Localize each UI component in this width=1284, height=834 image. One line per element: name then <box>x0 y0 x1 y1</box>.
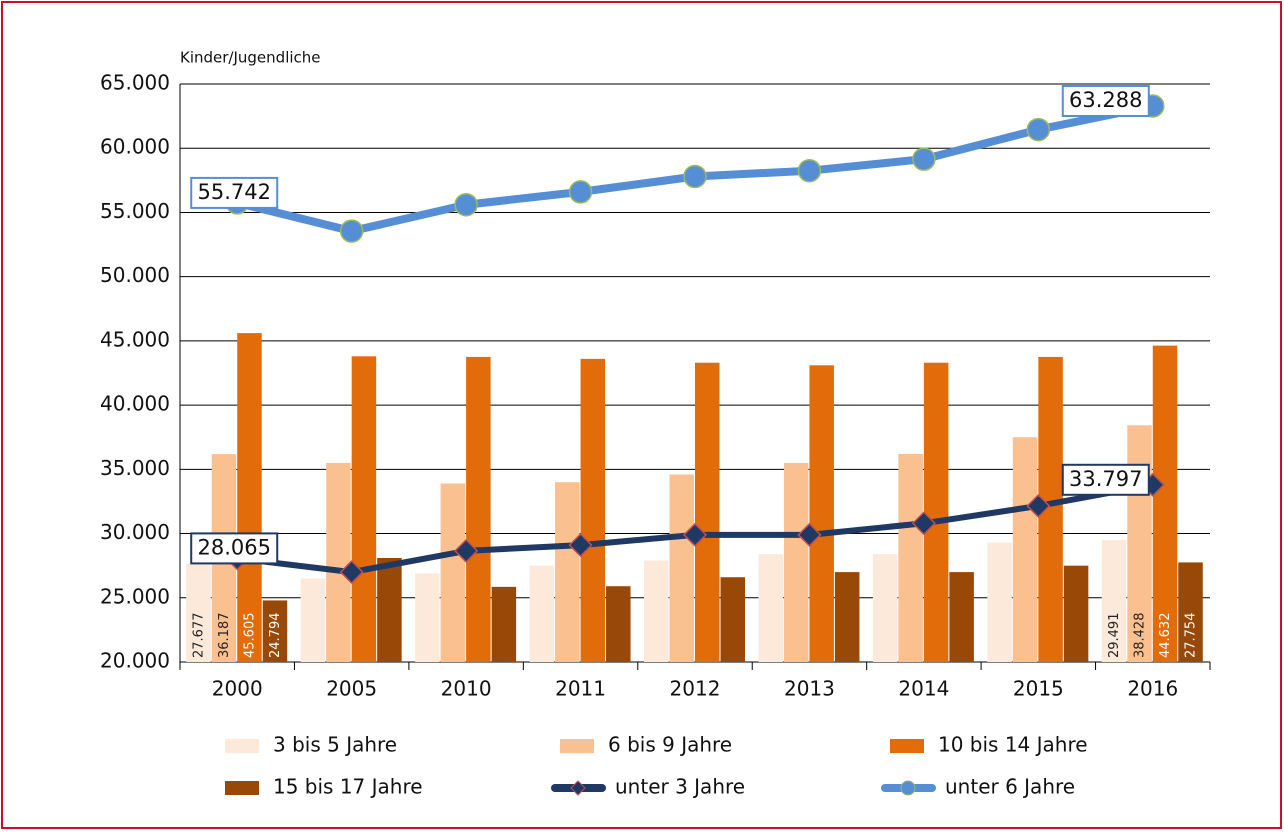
y-tick-label: 60.000 <box>100 135 170 159</box>
x-tick-label: 2011 <box>555 677 606 701</box>
y-tick-label: 40.000 <box>100 392 170 416</box>
bar <box>783 462 809 662</box>
bar <box>262 600 288 662</box>
value-label: 44.632 <box>1158 613 1173 659</box>
value-label: 27.754 <box>1184 613 1199 659</box>
y-axis-label: Kinder/Jugendliche <box>180 49 321 67</box>
bar <box>326 462 351 662</box>
bar <box>186 563 211 662</box>
bar <box>606 586 631 662</box>
legend-marker <box>570 780 586 796</box>
bar <box>758 554 783 662</box>
value-label: 38.428 <box>1133 613 1148 659</box>
legend-label: 3 bis 5 Jahre <box>273 733 397 757</box>
marker <box>682 522 708 547</box>
bar <box>377 557 402 662</box>
bar <box>987 542 1012 662</box>
value-label: 29.491 <box>1107 613 1122 659</box>
legend-label: 10 bis 14 Jahre <box>938 733 1088 757</box>
value-label: 63.288 <box>1069 88 1142 112</box>
y-tick-label: 20.000 <box>100 649 170 673</box>
bar <box>300 578 326 662</box>
bar <box>834 572 860 662</box>
x-tick-label: 2012 <box>670 677 721 701</box>
bar <box>1063 565 1089 662</box>
bar <box>1012 437 1038 662</box>
value-label-box <box>1061 463 1150 496</box>
value-label: 33.797 <box>1069 467 1142 491</box>
y-tick-label: 30.000 <box>100 520 170 544</box>
bar <box>1178 562 1203 662</box>
marker <box>454 538 479 563</box>
legend-label: 15 bis 17 Jahre <box>273 775 423 799</box>
x-tick-label: 2000 <box>212 677 263 701</box>
bar <box>1152 345 1178 662</box>
y-tick-label: 35.000 <box>100 456 170 480</box>
bar <box>809 365 834 662</box>
x-tick-label: 2013 <box>784 677 835 701</box>
x-tick-label: 2014 <box>898 677 949 701</box>
marker <box>339 219 364 243</box>
y-tick-label: 65.000 <box>100 71 170 95</box>
value-label: 28.065 <box>197 535 270 559</box>
y-tick-label: 25.000 <box>100 584 170 608</box>
marker <box>1026 493 1051 519</box>
bar <box>466 356 491 662</box>
legend-label: 6 bis 9 Jahre <box>608 733 732 757</box>
legend-label: unter 3 Jahre <box>615 775 745 799</box>
value-label-box <box>190 176 279 209</box>
value-label: 55.742 <box>197 180 270 204</box>
value-label: 24.794 <box>268 613 283 659</box>
legend-swatch <box>225 739 259 753</box>
marker <box>568 533 593 558</box>
marker <box>797 522 822 547</box>
bar <box>237 333 262 662</box>
bar <box>669 474 694 662</box>
bar <box>580 358 606 662</box>
bar <box>491 586 517 662</box>
legend-swatch <box>560 739 594 753</box>
marker <box>339 560 364 585</box>
x-tick-label: 2015 <box>1013 677 1064 701</box>
value-label-box <box>190 532 279 565</box>
x-tick-label: 2016 <box>1127 677 1178 701</box>
bar <box>898 453 923 662</box>
bar <box>949 572 974 662</box>
bar <box>555 482 580 662</box>
bar <box>1101 540 1127 662</box>
marker <box>797 158 822 183</box>
marker <box>454 192 478 217</box>
legend-swatch <box>890 739 924 753</box>
bar <box>351 356 377 662</box>
y-tick-label: 50.000 <box>100 263 170 287</box>
bar <box>644 560 669 662</box>
value-label-box <box>1061 84 1150 117</box>
legend-label: unter 6 Jahre <box>945 775 1075 799</box>
marker <box>568 180 593 204</box>
value-label: 36.187 <box>217 613 232 659</box>
bar <box>440 483 466 662</box>
legend-marker <box>900 780 916 796</box>
marker <box>912 147 936 171</box>
marker <box>683 164 707 189</box>
bar <box>872 554 898 662</box>
bar <box>529 565 555 662</box>
y-tick-label: 45.000 <box>100 327 170 351</box>
bar <box>923 362 949 662</box>
value-label: 27.677 <box>191 613 206 659</box>
value-label: 45.605 <box>242 613 257 659</box>
bar <box>695 362 720 662</box>
marker <box>1026 117 1051 142</box>
x-tick-label: 2010 <box>441 677 492 701</box>
marker <box>911 511 936 536</box>
bar <box>720 577 745 662</box>
legend-swatch <box>225 781 259 795</box>
y-tick-label: 55.000 <box>100 199 170 223</box>
x-tick-label: 2005 <box>326 677 377 701</box>
bar <box>415 573 440 662</box>
